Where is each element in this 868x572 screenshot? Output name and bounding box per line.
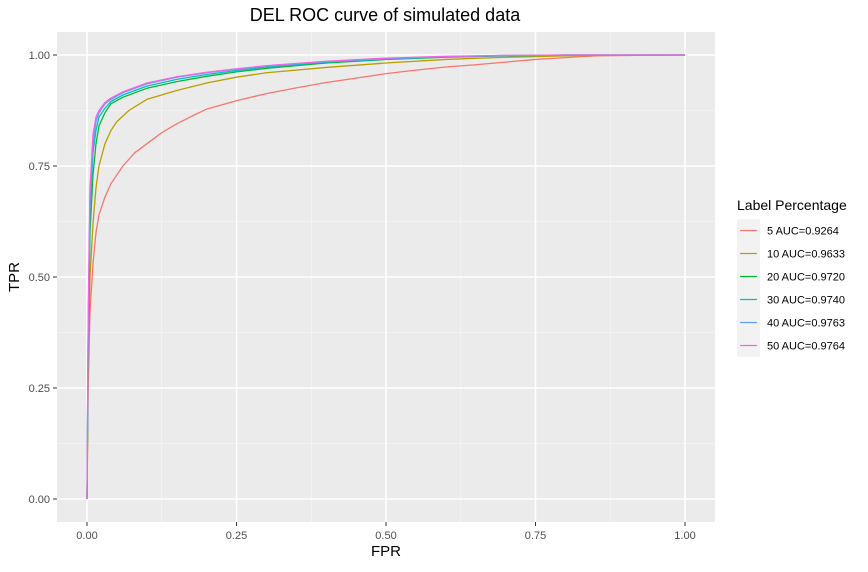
legend-label: 50 AUC=0.9764 [767,341,845,353]
legend-title: Label Percentage [737,197,847,213]
y-axis-title: TPR [6,262,23,292]
legend-item: 30 AUC=0.9740 [737,288,845,311]
legend-item: 40 AUC=0.9763 [737,311,845,334]
legend-item: 10 AUC=0.9633 [737,242,845,265]
chart-title: DEL ROC curve of simulated data [250,5,521,25]
y-tick-label: 0.00 [29,494,50,506]
x-tick-label: 1.00 [674,530,695,542]
y-tick-label: 0.75 [29,161,50,173]
x-tick-label: 0.00 [76,530,97,542]
legend: Label Percentage 5 AUC=0.9264 10 AUC=0.96… [737,197,847,357]
legend-label: 30 AUC=0.9740 [767,295,845,307]
x-axis-title: FPR [371,543,401,560]
series-lines [86,54,686,500]
y-tick-label: 1.00 [29,50,50,62]
legend-label: 5 AUC=0.9264 [767,226,839,238]
x-tick-label: 0.25 [226,530,247,542]
series-line-5 [86,54,685,500]
legend-label: 10 AUC=0.9633 [767,249,845,261]
legend-label: 40 AUC=0.9763 [767,318,845,330]
legend-label: 20 AUC=0.9720 [767,272,845,284]
legend-item: 20 AUC=0.9720 [737,265,845,288]
grid-lines [57,32,715,522]
series-line-1 [86,54,685,500]
x-tick-label: 0.50 [375,530,396,542]
legend-item: 5 AUC=0.9264 [737,219,839,242]
legend-items: 5 AUC=0.9264 10 AUC=0.9633 20 AUC=0.9720 30… [737,219,845,357]
axis-ticks: 0.00 0.25 0.50 0.75 1.00 0.00 0.25 0.50 0.75 1.00 [29,50,696,542]
legend-item: 50 AUC=0.9764 [737,334,845,357]
series-line-0 [86,54,686,500]
y-tick-label: 0.50 [29,272,50,284]
x-tick-label: 0.75 [525,530,546,542]
y-tick-label: 0.25 [29,383,50,395]
